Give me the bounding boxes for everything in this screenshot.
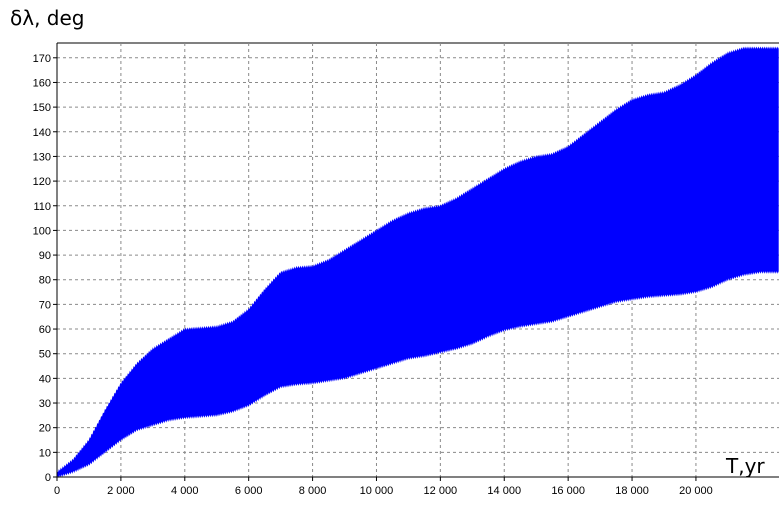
y-tick-label: 60 [39,324,51,336]
y-tick-label: 40 [39,373,51,385]
series-band [57,46,779,479]
y-tick-label: 70 [39,299,51,311]
y-tick-label: 160 [33,77,51,89]
y-tick-label: 140 [33,127,51,139]
y-ticks: 0 10 20 30 40 50 60 70 80 90 100 110 120 130 140 150 160… [33,53,57,484]
y-tick-label: 110 [33,201,51,213]
x-tick-label: 6 000 [235,485,263,497]
x-axis-title: T,yr [726,454,765,478]
y-tick-label: 170 [33,53,51,65]
y-tick-label: 130 [33,151,51,163]
x-tick-label: 14 000 [487,485,521,497]
y-tick-label: 30 [39,398,51,410]
x-tick-label: 4 000 [171,485,199,497]
x-tick-label: 20 000 [679,485,713,497]
x-tick-label: 0 [54,485,60,497]
x-tick-label: 8 000 [299,485,327,497]
x-tick-label: 18 000 [615,485,649,497]
y-tick-label: 80 [39,275,51,287]
y-tick-label: 20 [39,423,51,435]
y-tick-label: 0 [45,472,51,484]
y-tick-label: 120 [33,176,51,188]
y-tick-label: 90 [39,250,51,262]
x-tick-label: 10 000 [360,485,394,497]
x-tick-label: 2 000 [107,485,135,497]
y-tick-label: 10 [39,447,51,459]
y-tick-label: 50 [39,349,51,361]
x-ticks: 0 2 000 4 000 6 000 8 000 10 000 12 000 14 000 1… [54,477,713,497]
y-tick-label: 100 [33,225,51,237]
x-tick-label: 12 000 [424,485,458,497]
y-axis-title: δλ, deg [10,6,85,30]
x-tick-label: 16 000 [551,485,585,497]
y-tick-label: 150 [33,102,51,114]
